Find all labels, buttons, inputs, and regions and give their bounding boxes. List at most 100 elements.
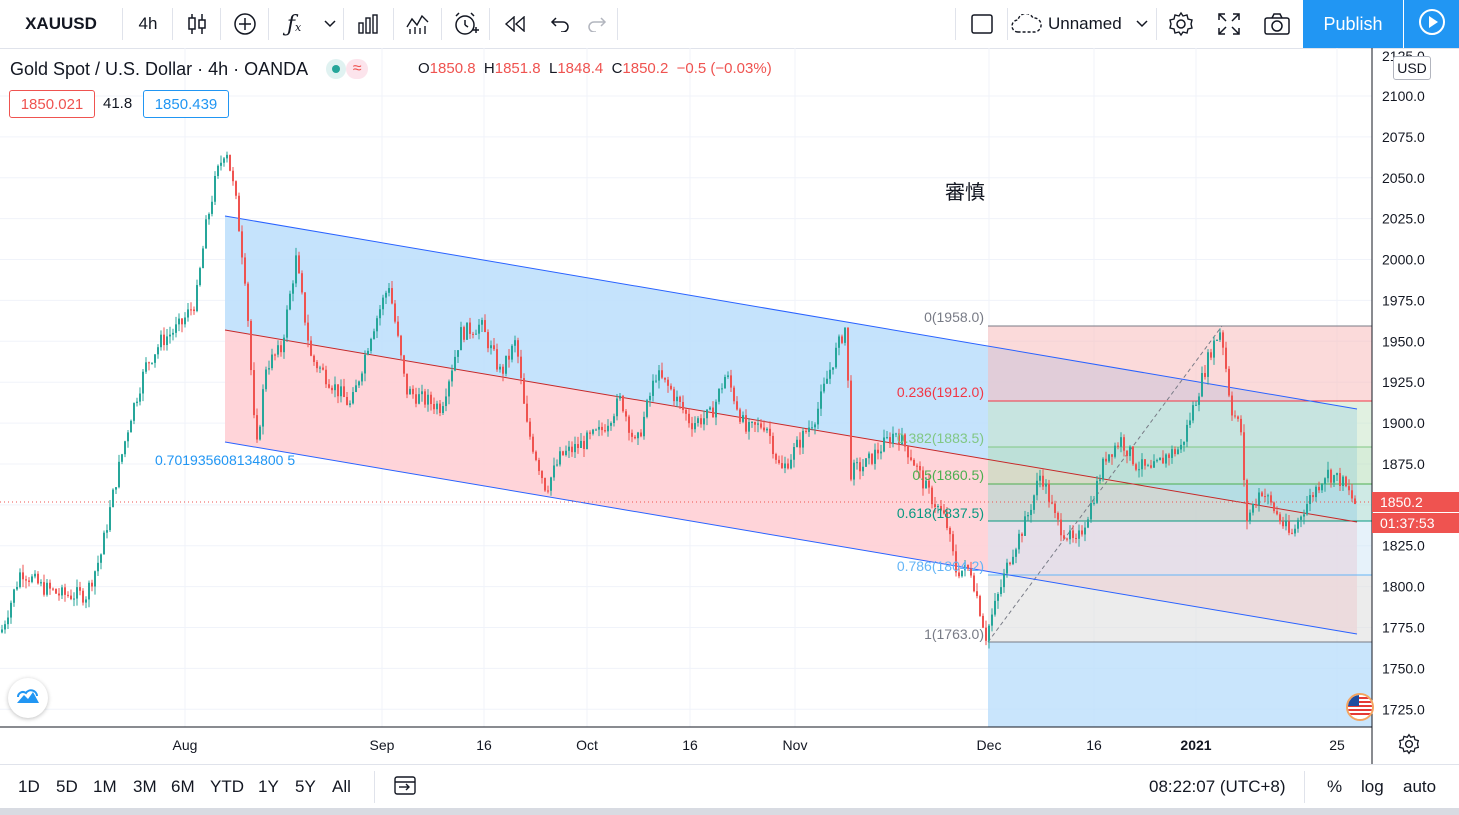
candle bbox=[901, 427, 903, 445]
candle bbox=[973, 572, 975, 593]
candle bbox=[1282, 516, 1284, 529]
time-axis-settings-button[interactable] bbox=[1398, 733, 1420, 760]
candle bbox=[343, 378, 345, 398]
candle bbox=[1168, 452, 1170, 466]
publish-button[interactable]: Publish bbox=[1303, 0, 1403, 48]
candle bbox=[1036, 472, 1038, 501]
candle bbox=[1297, 517, 1299, 533]
candle bbox=[1165, 453, 1167, 468]
interval-button[interactable]: 4h bbox=[124, 0, 172, 48]
candle bbox=[1081, 525, 1083, 537]
currency-button[interactable]: USD bbox=[1393, 56, 1431, 80]
play-button[interactable] bbox=[1404, 0, 1459, 48]
range-tab-5d[interactable]: 5D bbox=[56, 777, 78, 796]
redo-button[interactable] bbox=[579, 0, 615, 48]
replay-button[interactable] bbox=[491, 0, 539, 48]
candle bbox=[418, 387, 420, 405]
high-value: 1851.8 bbox=[494, 60, 541, 77]
candle bbox=[1060, 513, 1062, 542]
candle bbox=[832, 367, 834, 375]
candle bbox=[541, 470, 543, 484]
range-tab-3m[interactable]: 3M bbox=[133, 777, 157, 796]
fullscreen-button[interactable] bbox=[1206, 0, 1252, 48]
candle bbox=[1162, 450, 1164, 464]
compare-button[interactable] bbox=[222, 0, 268, 48]
range-tab-5y[interactable]: 5Y bbox=[295, 777, 316, 796]
goto-date-button[interactable] bbox=[394, 765, 416, 809]
clock-timezone-button[interactable]: 08:22:07 (UTC+8) bbox=[1149, 765, 1286, 809]
candle bbox=[643, 411, 645, 440]
layout-name-button[interactable]: Unnamed bbox=[1010, 0, 1128, 48]
tradingview-logo[interactable] bbox=[8, 678, 48, 718]
candle bbox=[127, 429, 129, 448]
candle bbox=[457, 350, 459, 364]
indicators-dropdown[interactable] bbox=[318, 0, 342, 48]
candle bbox=[28, 577, 30, 587]
bar-countdown-label: 01:37:53 bbox=[1372, 513, 1459, 533]
auto-toggle[interactable]: auto bbox=[1403, 765, 1436, 809]
indicators-button[interactable]: ƒx bbox=[270, 0, 318, 48]
currency-label: USD bbox=[1397, 60, 1427, 76]
time-tick-label: 16 bbox=[682, 737, 698, 753]
range-tab-ytd[interactable]: YTD bbox=[210, 777, 244, 796]
layout-dropdown[interactable] bbox=[1130, 0, 1154, 48]
percent-toggle[interactable]: % bbox=[1327, 765, 1342, 809]
candle bbox=[736, 396, 738, 411]
candle bbox=[190, 302, 192, 316]
candle bbox=[1228, 366, 1230, 398]
candle bbox=[82, 588, 84, 606]
range-tab-1d[interactable]: 1D bbox=[18, 777, 40, 796]
range-tab-6m[interactable]: 6M bbox=[171, 777, 195, 796]
candle bbox=[790, 454, 792, 470]
templates-button[interactable] bbox=[395, 0, 441, 48]
candle bbox=[583, 435, 585, 457]
candle bbox=[847, 327, 849, 388]
chart-type-button[interactable] bbox=[174, 0, 220, 48]
snapshot-button[interactable] bbox=[1254, 0, 1300, 48]
range-tab-all[interactable]: All bbox=[332, 777, 351, 796]
candle bbox=[250, 319, 252, 376]
high-key: H bbox=[483, 60, 495, 77]
range-tab-1y[interactable]: 1Y bbox=[258, 777, 279, 796]
candle bbox=[55, 588, 57, 594]
range-tab-1m[interactable]: 1M bbox=[93, 777, 117, 796]
symbol-search-button[interactable]: XAUUSD bbox=[0, 0, 122, 48]
alert-button[interactable] bbox=[443, 0, 489, 48]
chart-pane[interactable]: 0(1958.0) 0.236(1912.0) 0.382(1883.5) 0.5(1… bbox=[0, 48, 1459, 764]
undo-button[interactable] bbox=[541, 0, 579, 48]
candle bbox=[667, 376, 669, 393]
candle bbox=[1156, 458, 1158, 463]
candle bbox=[31, 574, 33, 584]
candle bbox=[757, 417, 759, 433]
candle bbox=[316, 359, 318, 373]
price-tick-label: 1750.0 bbox=[1382, 660, 1425, 676]
fullscreen-layout-button[interactable] bbox=[957, 0, 1007, 48]
candle bbox=[280, 340, 282, 357]
candle bbox=[1204, 364, 1206, 380]
candle bbox=[610, 421, 612, 431]
fib-level-label: 0.236(1912.0) bbox=[897, 384, 984, 400]
us-flag-icon[interactable] bbox=[1346, 693, 1374, 721]
chart-text-annotation[interactable]: 審慎 bbox=[945, 182, 985, 204]
symbol-legend: Gold Spot / U.S. Dollar · 4h · OANDA ≈ bbox=[10, 58, 369, 80]
play-circle-icon bbox=[1418, 8, 1446, 41]
price-tick-label: 1875.0 bbox=[1382, 456, 1425, 472]
sell-button[interactable]: 1850.021 bbox=[9, 90, 95, 118]
settings-button[interactable] bbox=[1158, 0, 1204, 48]
candle bbox=[1309, 488, 1311, 512]
candle bbox=[1117, 442, 1119, 450]
log-toggle[interactable]: log bbox=[1361, 765, 1384, 809]
time-tick-label: 16 bbox=[1086, 737, 1102, 753]
candle bbox=[10, 600, 12, 624]
candle bbox=[532, 433, 534, 454]
financials-button[interactable] bbox=[345, 0, 391, 48]
candle bbox=[424, 388, 426, 408]
candle bbox=[175, 316, 177, 338]
fib-zone-0382-05 bbox=[988, 447, 1372, 484]
candle bbox=[235, 180, 237, 200]
buy-button[interactable]: 1850.439 bbox=[143, 90, 229, 118]
candle bbox=[247, 281, 249, 327]
time-tick-label: Aug bbox=[173, 737, 198, 753]
fib-level-label: 0.382(1883.5) bbox=[897, 430, 984, 446]
candle bbox=[349, 400, 351, 408]
